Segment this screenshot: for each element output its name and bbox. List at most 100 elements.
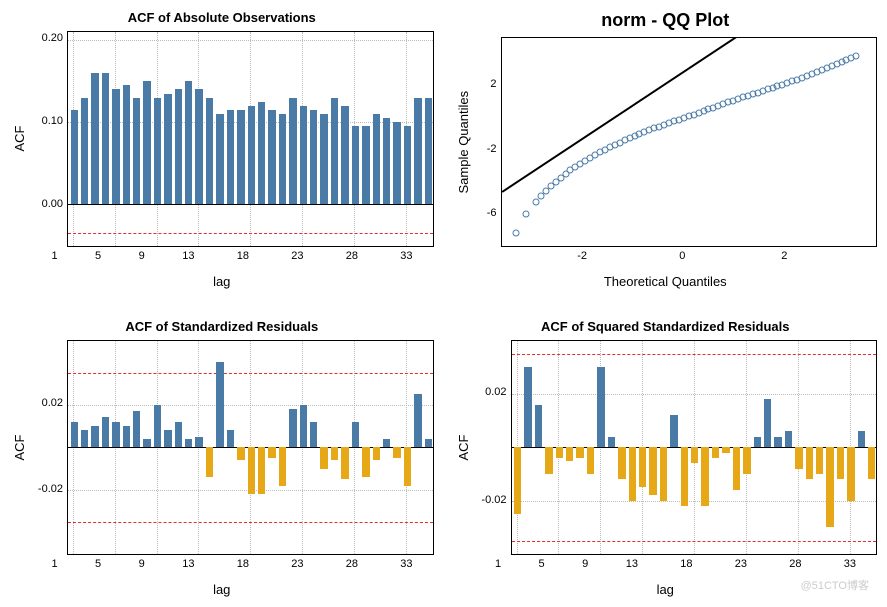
acf-bar: [185, 439, 192, 448]
acf-bar: [175, 422, 182, 448]
qq-point: [853, 53, 860, 60]
acf-bar: [341, 447, 348, 479]
acf-bar: [393, 447, 400, 458]
acf-bar: [123, 426, 130, 447]
acf-bar: [300, 405, 307, 448]
acf-bar: [133, 411, 140, 447]
acf-bar: [258, 102, 265, 205]
y-axis-label: Sample Quantiles: [454, 37, 473, 247]
acf-bar: [535, 405, 542, 448]
acf-bar: [352, 126, 359, 204]
chart-grid: ACF of Absolute Observations ACF 0.000.1…: [10, 10, 877, 597]
qq-point: [523, 210, 530, 217]
acf-bar: [216, 114, 223, 204]
acf-bar: [81, 98, 88, 205]
panel-tr: norm - QQ Plot Sample Quantiles -6-22 GA…: [454, 10, 878, 289]
panel-tl: ACF of Absolute Observations ACF 0.000.1…: [10, 10, 434, 289]
acf-bar: [806, 447, 813, 479]
qq-point: [513, 229, 520, 236]
plot-area: GARCH model : sGARCH: [501, 37, 878, 247]
acf-bar: [237, 447, 244, 460]
acf-bar: [237, 110, 244, 204]
y-axis-ticks: 0.000.100.20: [29, 31, 67, 247]
acf-bar: [175, 89, 182, 204]
acf-bar: [404, 126, 411, 204]
acf-bar: [279, 114, 286, 204]
x-axis-label: lag: [10, 582, 434, 597]
panel-br: ACF of Squared Standardized Residuals AC…: [454, 319, 878, 598]
acf-bar: [154, 405, 161, 448]
plot-area: GARCH model : sGARCH: [67, 340, 434, 556]
acf-bar: [248, 447, 255, 494]
acf-bar: [425, 439, 432, 448]
acf-bar: [404, 447, 411, 485]
acf-bar: [320, 114, 327, 204]
acf-bar: [847, 447, 854, 500]
acf-bar: [816, 447, 823, 474]
acf-bar: [414, 394, 421, 447]
acf-bar: [743, 447, 750, 474]
acf-bar: [514, 447, 521, 514]
panel-title: ACF of Absolute Observations: [10, 10, 434, 25]
acf-bar: [774, 437, 781, 448]
acf-bar: [722, 447, 729, 452]
acf-bar: [373, 114, 380, 204]
acf-bar: [310, 110, 317, 204]
panel-title: norm - QQ Plot: [454, 10, 878, 31]
acf-bar: [102, 417, 109, 447]
acf-bar: [629, 447, 636, 500]
acf-bar: [826, 447, 833, 527]
x-axis-ticks: -202: [490, 247, 878, 264]
acf-bar: [310, 422, 317, 448]
acf-bar: [556, 447, 563, 458]
y-axis-label: ACF: [10, 31, 29, 247]
acf-bar: [712, 447, 719, 458]
acf-bar: [154, 98, 161, 205]
acf-bar: [164, 94, 171, 205]
acf-bar: [206, 98, 213, 205]
acf-bar: [258, 447, 265, 494]
acf-bar: [268, 447, 275, 458]
acf-bar: [618, 447, 625, 479]
acf-bar: [701, 447, 708, 506]
acf-bar: [206, 447, 213, 477]
panel-title: ACF of Squared Standardized Residuals: [454, 319, 878, 334]
acf-bar: [331, 98, 338, 205]
acf-bar: [248, 106, 255, 205]
panel-title: ACF of Standardized Residuals: [10, 319, 434, 334]
acf-bar: [133, 98, 140, 205]
acf-bar: [341, 106, 348, 205]
acf-bar: [143, 81, 150, 204]
acf-bar: [164, 430, 171, 447]
acf-bar: [764, 399, 771, 447]
qq-point: [532, 199, 539, 206]
acf-bar: [331, 447, 338, 460]
acf-bar: [566, 447, 573, 460]
acf-bar: [91, 426, 98, 447]
acf-bar: [670, 415, 677, 447]
acf-bar: [143, 439, 150, 448]
acf-bar: [216, 362, 223, 447]
acf-bar: [81, 430, 88, 447]
acf-bar: [279, 447, 286, 485]
acf-bar: [649, 447, 656, 495]
acf-bar: [754, 437, 761, 448]
x-axis-ticks: 1591318232833: [52, 247, 434, 264]
x-axis-label: Theoretical Quantiles: [454, 274, 878, 289]
acf-bar: [227, 430, 234, 447]
acf-bar: [373, 447, 380, 460]
acf-bar: [352, 422, 359, 448]
acf-bar: [227, 110, 234, 204]
acf-bar: [383, 439, 390, 448]
acf-bar: [112, 89, 119, 204]
acf-bar: [71, 110, 78, 204]
panel-bl: ACF of Standardized Residuals ACF -0.020…: [10, 319, 434, 598]
acf-bar: [608, 437, 615, 448]
acf-bar: [383, 118, 390, 204]
y-axis-ticks: -6-22: [473, 37, 501, 247]
acf-bar: [681, 447, 688, 506]
acf-bar: [195, 89, 202, 204]
acf-bar: [425, 98, 432, 205]
acf-bar: [587, 447, 594, 474]
y-axis-ticks: -0.020.02: [473, 340, 511, 556]
